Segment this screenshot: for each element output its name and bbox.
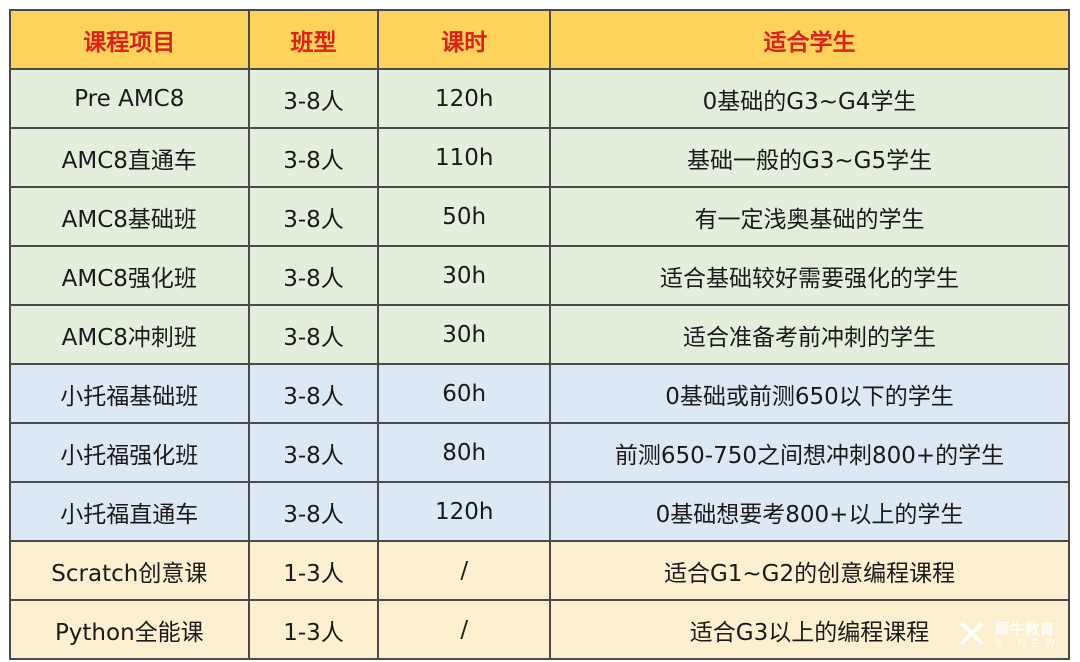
cell-course: AMC8冲刺班	[9, 304, 250, 365]
cell-size: 3-8人	[247, 186, 380, 247]
cell-size: 3-8人	[247, 363, 380, 424]
cell-students: 适合准备考前冲刺的学生	[549, 304, 1070, 365]
cell-hours: 80h	[377, 422, 552, 483]
cell-hours: 120h	[377, 481, 552, 542]
table-row: AMC8基础班 3-8人 50h 有一定浅奥基础的学生	[9, 186, 1070, 247]
header-students: 适合学生	[549, 9, 1070, 70]
cell-size: 3-8人	[247, 127, 380, 188]
cell-hours: 60h	[377, 363, 552, 424]
cell-students: 0基础想要考800+以上的学生	[549, 481, 1070, 542]
cell-hours: /	[377, 599, 552, 660]
cell-size: 3-8人	[247, 304, 380, 365]
cell-size: 1-3人	[247, 599, 380, 660]
cell-hours: /	[377, 540, 552, 601]
watermark: ✕ 犀牛教育 X-NEW	[955, 612, 1062, 658]
cell-course: Python全能课	[9, 599, 250, 660]
table-row: 小托福基础班 3-8人 60h 0基础或前测650以下的学生	[9, 363, 1070, 424]
table-row: 小托福直通车 3-8人 120h 0基础想要考800+以上的学生	[9, 481, 1070, 542]
header-course: 课程项目	[9, 9, 250, 70]
cell-hours: 30h	[377, 304, 552, 365]
cell-students: 适合G3以上的编程课程	[549, 599, 1070, 660]
cell-course: AMC8基础班	[9, 186, 250, 247]
table-row: AMC8强化班 3-8人 30h 适合基础较好需要强化的学生	[9, 245, 1070, 306]
cell-students: 适合G1~G2的创意编程课程	[549, 540, 1070, 601]
cell-students: 基础一般的G3~G5学生	[549, 127, 1070, 188]
table-row: Pre AMC8 3-8人 120h 0基础的G3~G4学生	[9, 68, 1070, 129]
cell-students: 适合基础较好需要强化的学生	[549, 245, 1070, 306]
table-row: Scratch创意课 1-3人 / 适合G1~G2的创意编程课程	[9, 540, 1070, 601]
cell-course: 小托福强化班	[9, 422, 250, 483]
cell-students: 0基础或前测650以下的学生	[549, 363, 1070, 424]
cell-students: 0基础的G3~G4学生	[549, 68, 1070, 129]
watermark-name: 犀牛教育	[994, 619, 1055, 638]
cell-students: 有一定浅奥基础的学生	[549, 186, 1070, 247]
cell-hours: 110h	[377, 127, 552, 188]
cell-students: 前测650-750之间想冲刺800+的学生	[549, 422, 1070, 483]
table-row: 小托福强化班 3-8人 80h 前测650-750之间想冲刺800+的学生	[9, 422, 1070, 483]
cell-size: 3-8人	[247, 481, 380, 542]
cell-size: 3-8人	[247, 422, 380, 483]
course-table: 课程项目 班型 课时 适合学生 Pre AMC8 3-8人 120h 0基础的G3~G…	[9, 9, 1070, 660]
header-size: 班型	[247, 9, 380, 70]
cell-size: 1-3人	[247, 540, 380, 601]
cell-course: AMC8强化班	[9, 245, 250, 306]
watermark-logo-icon: ✕	[955, 612, 989, 658]
cell-course: AMC8直通车	[9, 127, 250, 188]
cell-size: 3-8人	[247, 245, 380, 306]
table-row: AMC8冲刺班 3-8人 30h 适合准备考前冲刺的学生	[9, 304, 1070, 365]
cell-hours: 120h	[377, 68, 552, 129]
cell-size: 3-8人	[247, 68, 380, 129]
cell-hours: 50h	[377, 186, 552, 247]
cell-course: 小托福直通车	[9, 481, 250, 542]
watermark-sub: X-NEW	[994, 636, 1062, 650]
cell-course: 小托福基础班	[9, 363, 250, 424]
cell-course: Scratch创意课	[9, 540, 250, 601]
header-hours: 课时	[377, 9, 552, 70]
header-row: 课程项目 班型 课时 适合学生	[9, 9, 1070, 70]
table-row: Python全能课 1-3人 / 适合G3以上的编程课程	[9, 599, 1070, 660]
cell-hours: 30h	[377, 245, 552, 306]
cell-course: Pre AMC8	[9, 68, 250, 129]
table-row: AMC8直通车 3-8人 110h 基础一般的G3~G5学生	[9, 127, 1070, 188]
